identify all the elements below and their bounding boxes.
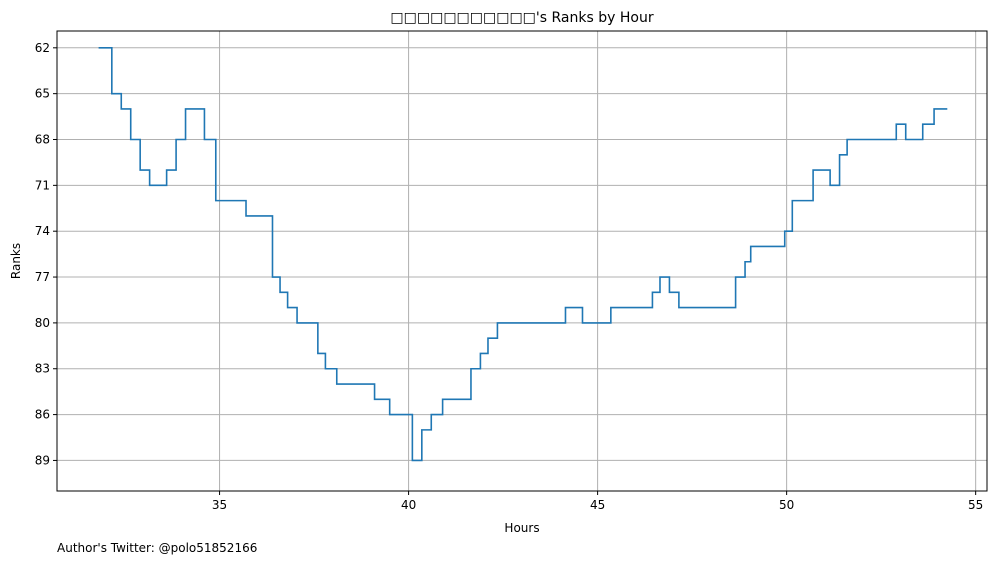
x-tick-label: 40 bbox=[401, 498, 416, 512]
plot-frame bbox=[56, 30, 988, 492]
y-tick-label: 74 bbox=[35, 224, 50, 238]
y-tick-label: 86 bbox=[35, 408, 50, 422]
y-axis: 62 65 68 71 74 77 80 83 86 89 bbox=[35, 41, 57, 467]
x-tick-label: 55 bbox=[968, 498, 983, 512]
x-tick-label: 45 bbox=[590, 498, 605, 512]
y-tick-label: 89 bbox=[35, 453, 50, 467]
y-tick-label: 65 bbox=[35, 87, 50, 101]
y-tick-label: 68 bbox=[35, 133, 50, 147]
series-layer bbox=[98, 47, 948, 462]
x-axis: 35 40 45 50 55 bbox=[212, 491, 983, 512]
y-tick-label: 62 bbox=[35, 41, 50, 55]
y-tick-label: 83 bbox=[35, 362, 50, 376]
y-axis-label: Ranks bbox=[9, 243, 23, 279]
x-tick-label: 35 bbox=[212, 498, 227, 512]
rank-step-line bbox=[98, 47, 948, 462]
y-tick-label: 77 bbox=[35, 270, 50, 284]
chart-title: □□□□□□□□□□□'s Ranks by Hour bbox=[390, 10, 653, 26]
x-axis-label: Hours bbox=[504, 521, 539, 535]
gridlines bbox=[57, 31, 987, 491]
author-twitter-note: Author's Twitter: @polo51852166 bbox=[57, 541, 257, 555]
y-tick-label: 80 bbox=[35, 316, 50, 330]
x-tick-label: 50 bbox=[779, 498, 794, 512]
y-tick-label: 71 bbox=[35, 178, 50, 192]
